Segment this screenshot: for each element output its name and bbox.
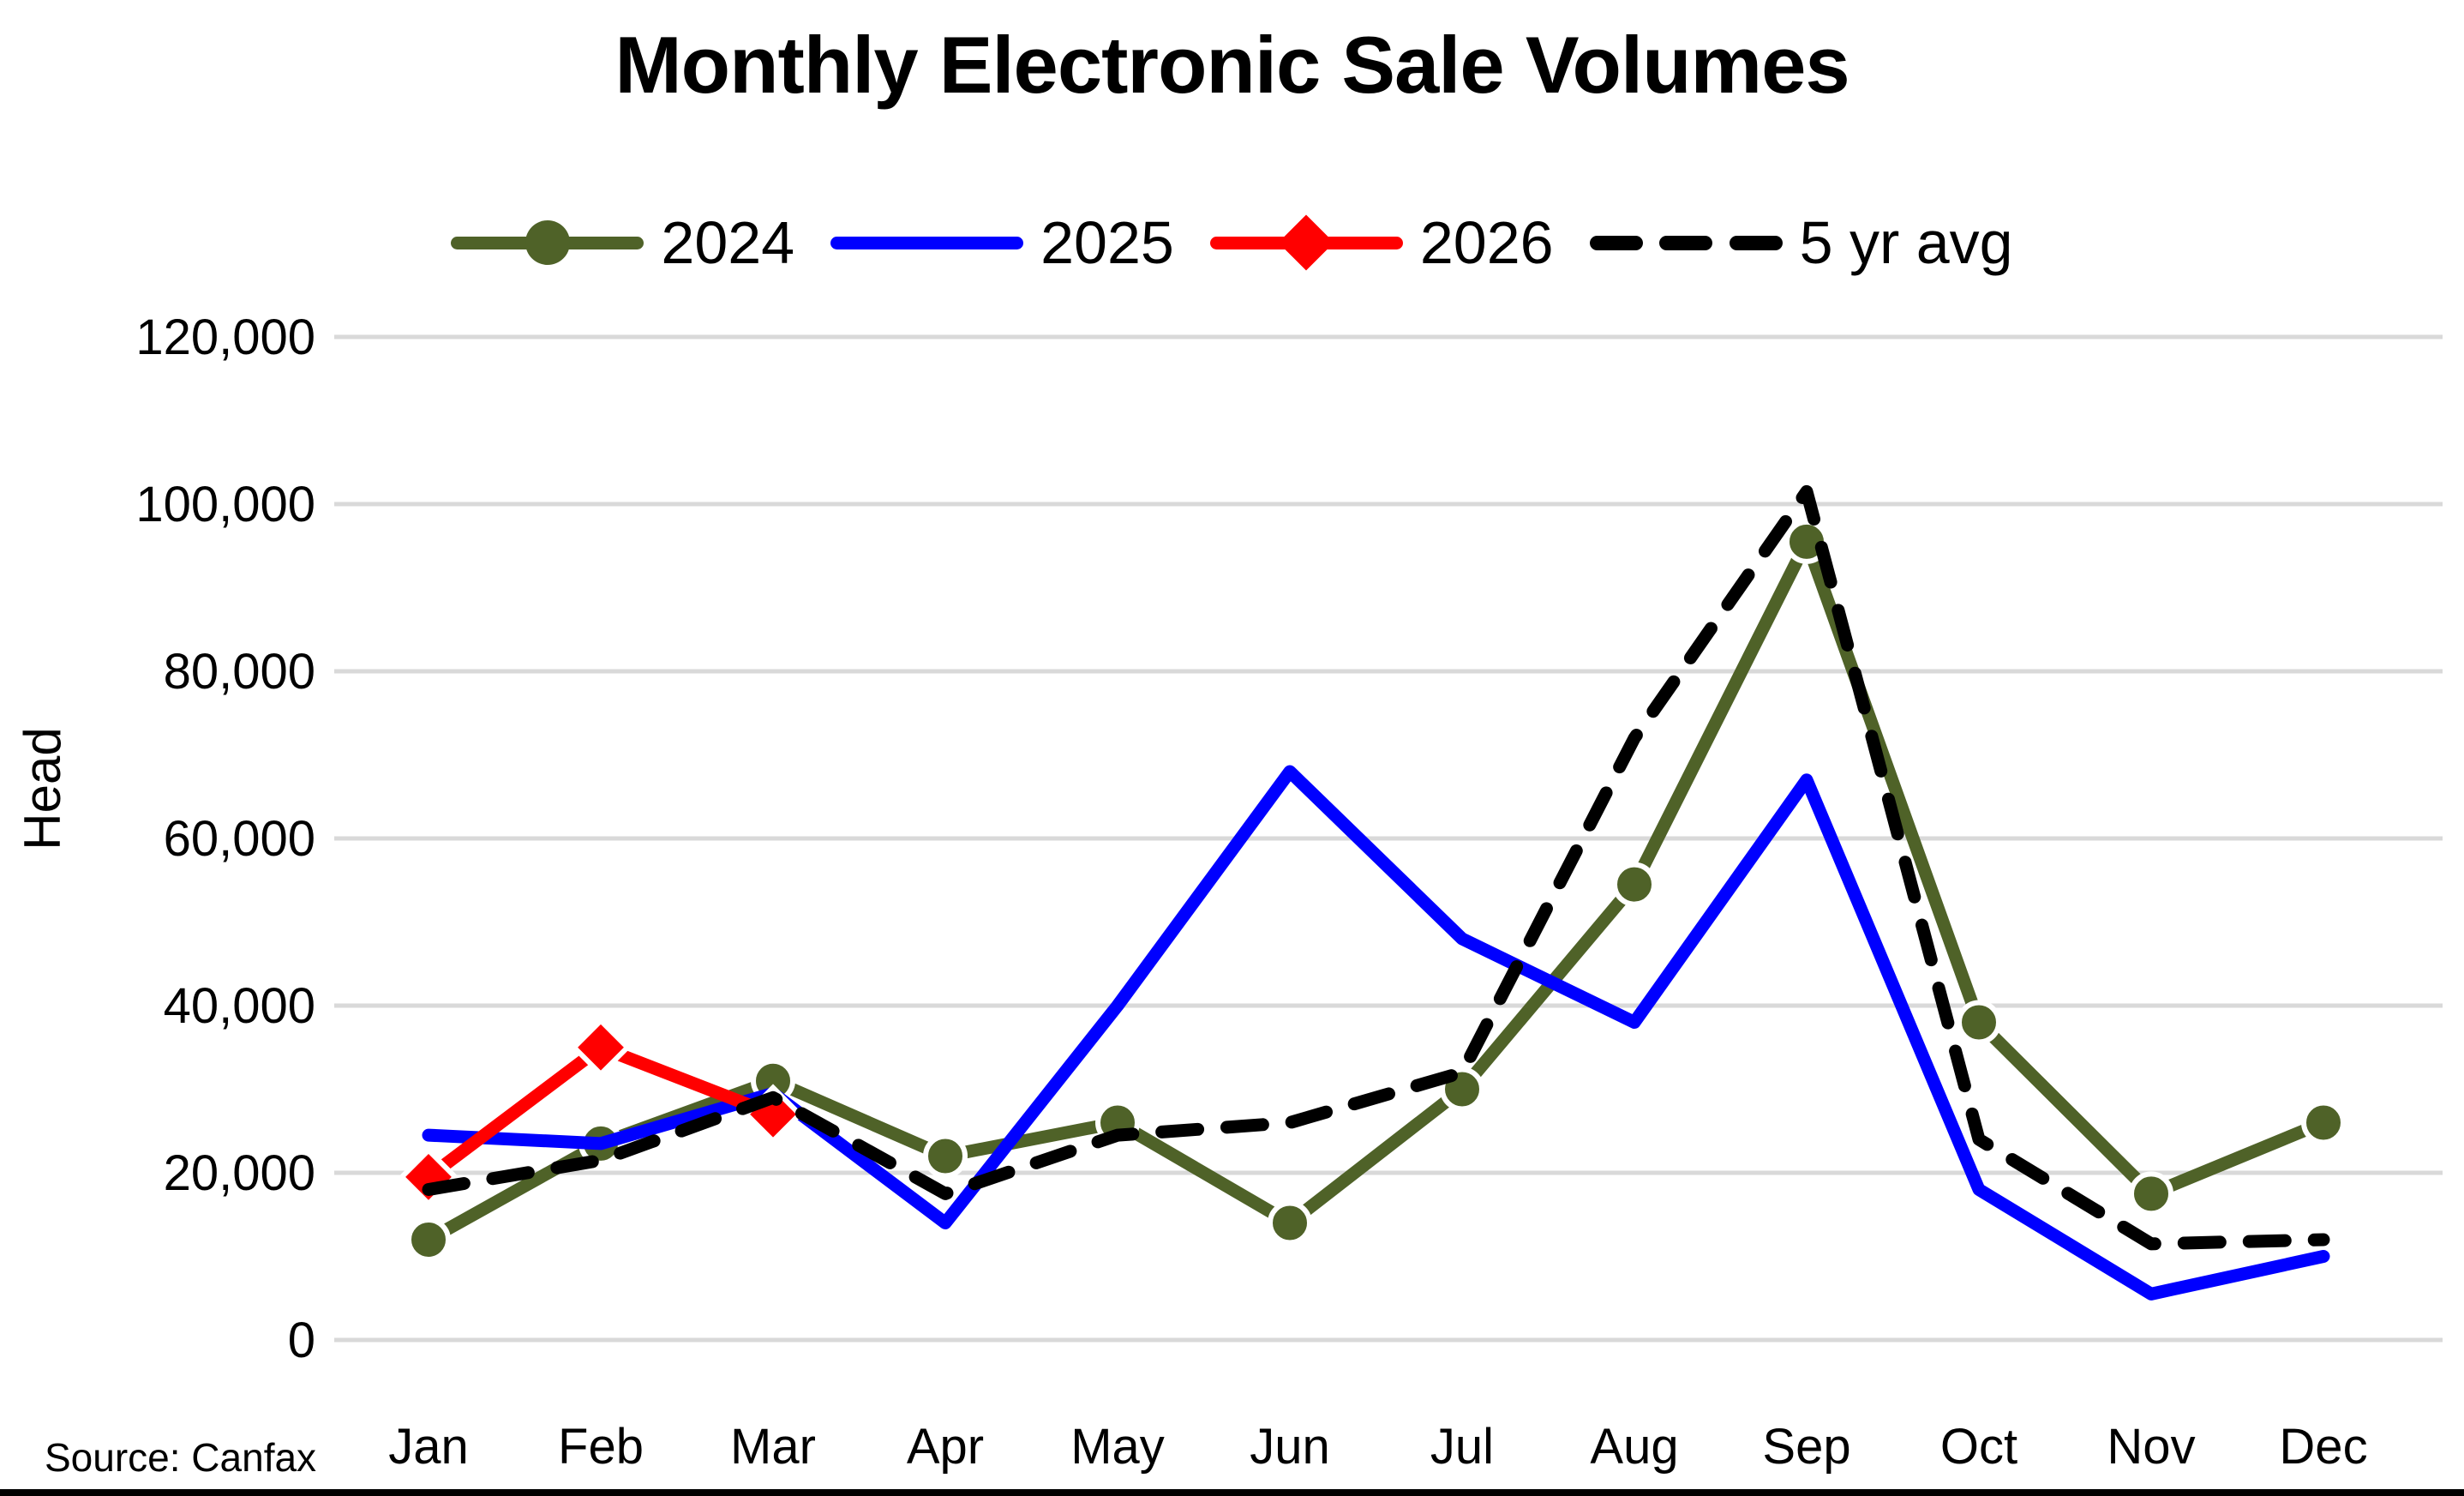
series-line-2025 [422,765,2330,1301]
marker-circle-2024 [1957,1000,2001,1045]
marker-circle-2024 [1268,1200,1312,1246]
legend-swatch-2025-line-icon [830,215,1024,270]
marker-circle-2024 [923,1133,968,1179]
x-tick-label-oct: Oct [1940,1419,2017,1475]
series-line-5-yr-avg [422,484,2330,1251]
y-tick-label: 60,000 [164,811,315,867]
y-tick-label: 120,000 [135,309,315,365]
y-tick-label: 40,000 [164,978,315,1034]
x-tick-label-jul: Jul [1430,1419,1494,1475]
legend-swatch-5yr-dashed-icon [1589,215,1783,270]
marker-circle-2024 [1612,862,1657,907]
marker-circle-2024 [2129,1171,2173,1217]
legend-swatch-2026-line-diamond-icon [1209,214,1403,271]
legend-item-5yr-avg: 5 yr avg [1589,209,2013,276]
marker-diamond-2026 [570,1017,632,1078]
legend-label-2026: 2026 [1419,209,1554,276]
x-tick-label-nov: Nov [2107,1419,2195,1475]
marker-circle-2024 [2301,1100,2346,1145]
x-tick-label-mar: Mar [730,1419,816,1475]
y-tick-label: 0 [288,1313,315,1368]
bottom-border-rule [0,1489,2464,1496]
legend-label-2025: 2025 [1040,209,1174,276]
y-axis-title: Head [14,727,71,850]
x-tick-label-dec: Dec [2279,1419,2367,1475]
legend-label-2024: 2024 [661,209,795,276]
x-tick-label-jun: Jun [1250,1419,1330,1475]
x-tick-label-may: May [1070,1419,1165,1475]
chart-legend: 2024 2025 2026 5 yr avg [0,213,2464,273]
y-tick-label: 20,000 [164,1145,315,1201]
chart-title: Monthly Electronic Sale Volumes [615,20,1849,110]
x-tick-label-feb: Feb [558,1419,644,1475]
marker-circle-2024 [406,1217,451,1262]
legend-label-5yr-avg: 5 yr avg [1799,209,2013,276]
series-line-2024 [422,535,2330,1247]
x-tick-label-jan: Jan [388,1419,469,1475]
source-caption: Source: Canfax [45,1435,317,1480]
x-tick-label-aug: Aug [1590,1419,1678,1475]
y-tick-label: 100,000 [135,477,315,532]
y-tick-label: 80,000 [164,644,315,700]
legend-item-2024: 2024 [451,213,794,273]
legend-item-2025: 2025 [830,213,1174,273]
x-tick-label-apr: Apr [907,1419,984,1475]
legend-swatch-2024-line-circle-icon [451,215,644,270]
x-tick-label-sep: Sep [1762,1419,1850,1475]
legend-item-2026: 2026 [1209,209,1554,276]
